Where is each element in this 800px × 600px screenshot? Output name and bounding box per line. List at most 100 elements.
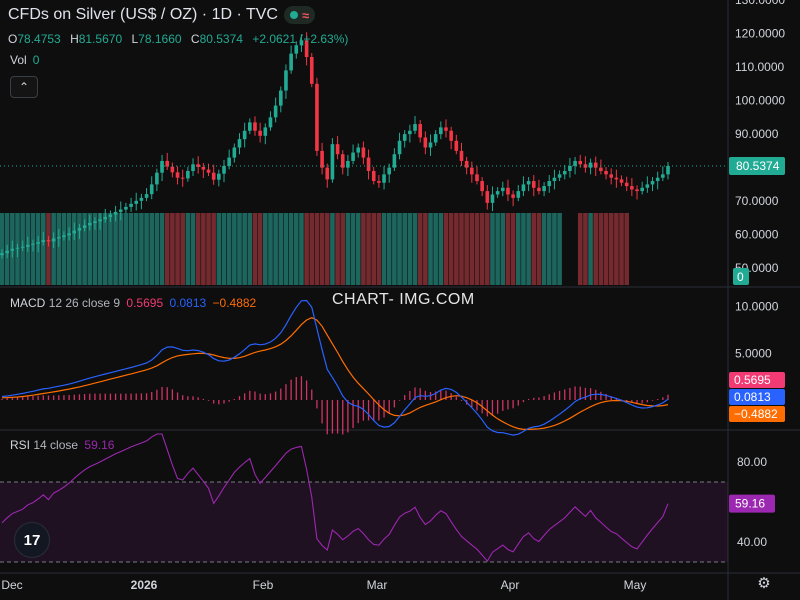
symbol-title[interactable]: CFDs on Silver (US$ / OZ) · 1D · TVC <box>8 6 278 23</box>
volume-bar <box>345 213 351 285</box>
candle-body <box>232 147 237 158</box>
volume-value: 0 <box>32 53 40 67</box>
volume-bar <box>51 213 56 285</box>
candle-body <box>609 174 614 178</box>
candle-body <box>227 157 231 166</box>
macd-tick-label: 10.0000 <box>735 300 779 314</box>
candle-body <box>356 147 361 153</box>
price-tick-label: 110.0000 <box>735 60 784 74</box>
candle-body <box>294 45 299 54</box>
candle-body <box>315 83 319 151</box>
time-tick-label: Feb <box>253 578 274 592</box>
volume-bar <box>304 213 309 285</box>
candle-body <box>175 172 180 178</box>
gear-icon[interactable]: ⚙ <box>757 575 771 592</box>
candle-body <box>361 147 366 158</box>
candle-body <box>93 221 97 223</box>
candle-body <box>439 127 443 135</box>
volume-bar <box>381 213 387 285</box>
volume-bar <box>201 213 206 285</box>
volume-bar <box>77 213 82 285</box>
volume-bar <box>41 213 46 285</box>
volume-bar <box>61 213 67 285</box>
volume-bar <box>335 213 340 285</box>
rsi-line <box>1 433 669 563</box>
candle-body <box>604 171 608 175</box>
volume-bar <box>170 213 175 285</box>
candle-body <box>599 167 603 171</box>
close-label: C <box>190 32 200 46</box>
macd-legend: MACD 12 26 close 9 0.5695 0.0813 −0.4882 <box>10 296 256 310</box>
high-label: H <box>70 32 79 46</box>
volume-bar <box>588 213 593 285</box>
rsi-legend: RSI 14 close 59.16 <box>10 438 114 452</box>
rsi-name: RSI <box>10 438 31 452</box>
volume-bar <box>232 213 237 285</box>
volume-bar <box>490 213 495 285</box>
price-tick-label: 90.0000 <box>735 127 779 141</box>
volume-bar <box>557 213 562 285</box>
candle-body <box>557 174 562 178</box>
candle-body <box>531 181 536 188</box>
candle-body <box>201 166 206 170</box>
collapse-legend-button[interactable]: ⌃ <box>10 76 38 98</box>
candle-body <box>124 206 128 210</box>
volume-bar <box>221 213 227 285</box>
volume-bar <box>515 213 521 285</box>
candle-body <box>72 230 77 234</box>
candle-body <box>237 139 242 148</box>
time-tick-label: Apr <box>501 578 520 592</box>
volume-bar <box>485 213 490 285</box>
candle-body <box>144 194 149 198</box>
volume-bar <box>392 213 397 285</box>
volume-bar <box>443 213 449 285</box>
volume-bar <box>536 213 542 285</box>
price-tick-label: 130.0000 <box>735 0 785 7</box>
candle-body <box>366 157 371 171</box>
candle-body <box>206 169 211 173</box>
macd-value-tag <box>729 372 785 388</box>
candle-body <box>428 142 433 148</box>
volume-bar <box>376 213 382 285</box>
volume-bar <box>128 213 134 285</box>
volume-bar <box>366 213 371 285</box>
volume-bar <box>428 213 433 285</box>
candle-body <box>98 219 102 222</box>
candle-body <box>645 184 650 188</box>
volume-bar <box>397 213 402 285</box>
volume-bar <box>309 213 315 285</box>
candle-body <box>284 70 288 91</box>
volume-bar <box>190 213 196 285</box>
volume-bar <box>180 213 185 285</box>
volume-bar <box>603 213 609 285</box>
candle-body <box>547 181 552 187</box>
volume-bar <box>495 213 500 285</box>
volume-bar <box>56 213 62 285</box>
candle-body <box>351 152 355 161</box>
rsi-tick-label: 80.00 <box>737 455 767 469</box>
chart-header: CFDs on Silver (US$ / OZ) · 1D · TVC ≈ <box>8 6 316 24</box>
volume-bar <box>510 213 516 285</box>
low-value: 78.1660 <box>138 32 182 46</box>
volume-bar <box>237 213 242 285</box>
volume-bar <box>278 213 284 285</box>
candle-body <box>490 194 495 203</box>
volume-bar <box>619 213 624 285</box>
volume-bar <box>474 213 480 285</box>
volume-bar <box>598 213 604 285</box>
volume-bar <box>505 213 511 285</box>
candle-body <box>470 167 474 175</box>
volume-bar <box>541 213 547 285</box>
volume-bar <box>242 213 247 285</box>
market-open-icon <box>289 11 298 19</box>
tradingview-logo[interactable]: 17 <box>14 522 50 558</box>
candle-body <box>263 127 268 136</box>
close-value: 80.5374 <box>199 32 243 46</box>
candle-body <box>562 171 567 175</box>
watermark: CHART- IMG.COM <box>332 291 475 308</box>
candle-body <box>387 167 392 175</box>
macd-name: MACD <box>10 296 46 310</box>
market-status-badge[interactable]: ≈ <box>283 6 316 24</box>
candle-body <box>454 140 459 151</box>
